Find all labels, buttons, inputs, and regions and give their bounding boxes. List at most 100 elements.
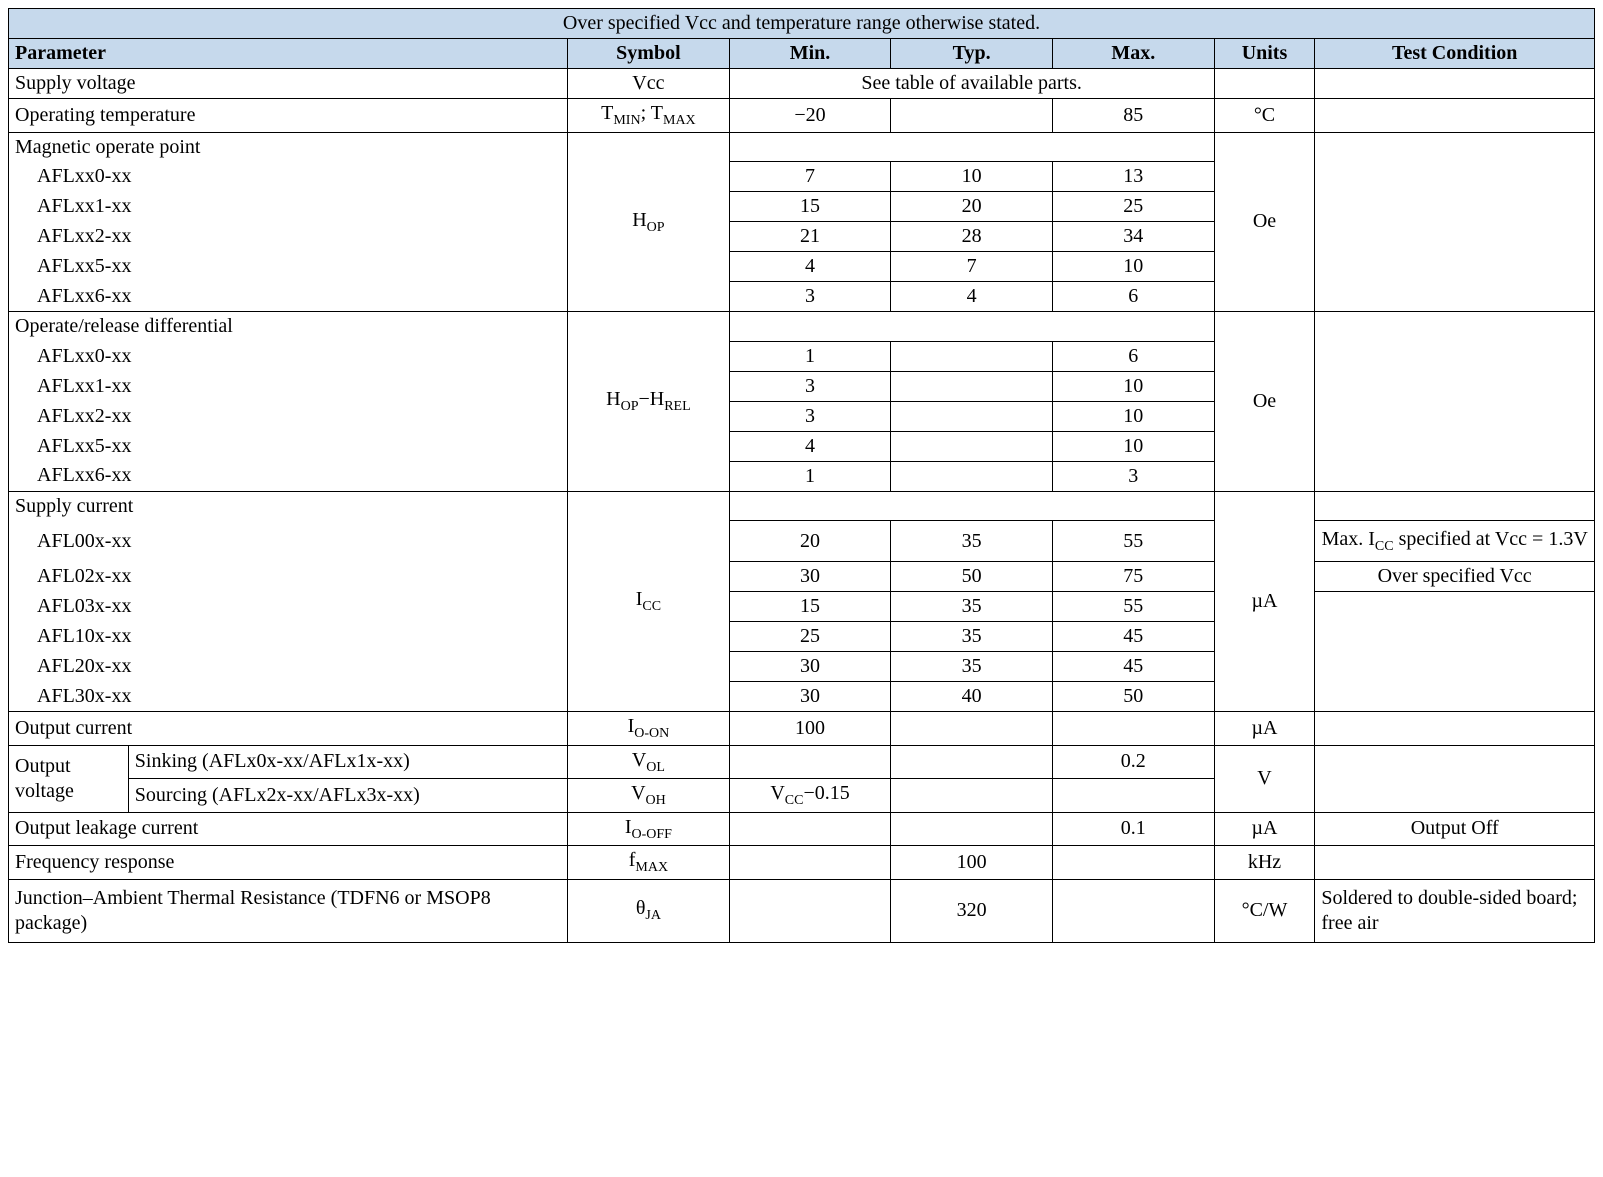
part: AFL10x-xx — [9, 622, 568, 652]
row-supply-cur-2: AFL03x-xx 15 35 55 — [9, 592, 1595, 622]
min: VCC−0.15 — [729, 779, 891, 813]
min: 100 — [729, 712, 891, 746]
row-output-current: Output current IO-ON 100 µA — [9, 712, 1595, 746]
min: −20 — [729, 99, 891, 133]
typ: 35 — [891, 521, 1053, 562]
units: V — [1214, 745, 1315, 812]
typ: 320 — [891, 879, 1053, 942]
typ — [891, 341, 1053, 371]
part: AFL00x-xx — [9, 521, 568, 562]
part: AFLxx6-xx — [9, 461, 568, 491]
min — [729, 812, 891, 846]
col-symbol: Symbol — [568, 39, 730, 69]
test — [1315, 652, 1595, 682]
symbol: TMIN; TMAX — [568, 99, 730, 133]
typ — [891, 99, 1053, 133]
typ — [891, 431, 1053, 461]
max: 0.1 — [1052, 812, 1214, 846]
row-supply-cur-header: Supply current ICC µA — [9, 491, 1595, 521]
test — [1315, 592, 1595, 622]
symbol: ICC — [568, 491, 730, 712]
param-label: Supply current — [9, 491, 568, 521]
test — [1315, 712, 1595, 746]
typ — [891, 461, 1053, 491]
typ — [891, 812, 1053, 846]
min: 25 — [729, 622, 891, 652]
min: 30 — [729, 682, 891, 712]
row-op-rel-header: Operate/release differential HOP−HREL Oe — [9, 312, 1595, 342]
max: 85 — [1052, 99, 1214, 133]
part: AFL30x-xx — [9, 682, 568, 712]
test — [1315, 491, 1595, 521]
typ: 50 — [891, 562, 1053, 592]
param-label: Output voltage — [9, 745, 129, 812]
max: 10 — [1052, 431, 1214, 461]
part: AFLxx0-xx — [9, 162, 568, 192]
typ: 7 — [891, 252, 1053, 282]
typ: 4 — [891, 282, 1053, 312]
part: AFLxx6-xx — [9, 282, 568, 312]
min: 30 — [729, 652, 891, 682]
part: AFL03x-xx — [9, 592, 568, 622]
typ: 35 — [891, 622, 1053, 652]
col-min: Min. — [729, 39, 891, 69]
row-supply-cur-0: AFL00x-xx 20 35 55 Max. ICC specified at… — [9, 521, 1595, 562]
min: 4 — [729, 252, 891, 282]
part: AFL20x-xx — [9, 652, 568, 682]
max: 50 — [1052, 682, 1214, 712]
table-title: Over specified Vcc and temperature range… — [9, 9, 1595, 39]
test: Soldered to double-sided board; free air — [1315, 879, 1595, 942]
min: 7 — [729, 162, 891, 192]
min: 3 — [729, 282, 891, 312]
col-test: Test Condition — [1315, 39, 1595, 69]
max: 10 — [1052, 252, 1214, 282]
param-label: Operating temperature — [9, 99, 568, 133]
test — [1315, 682, 1595, 712]
part: AFL02x-xx — [9, 562, 568, 592]
part: AFLxx5-xx — [9, 431, 568, 461]
min: 21 — [729, 222, 891, 252]
param-label: Output current — [9, 712, 568, 746]
test — [1315, 312, 1595, 492]
typ: 40 — [891, 682, 1053, 712]
min — [729, 879, 891, 942]
value-empty — [729, 132, 1214, 162]
max: 75 — [1052, 562, 1214, 592]
row-output-voltage-sink: Output voltage Sinking (AFLx0x-xx/AFLx1x… — [9, 745, 1595, 779]
symbol: VOH — [568, 779, 730, 813]
min: 20 — [729, 521, 891, 562]
typ — [891, 745, 1053, 779]
col-parameter: Parameter — [9, 39, 568, 69]
max: 25 — [1052, 192, 1214, 222]
typ: 35 — [891, 652, 1053, 682]
symbol: IO-OFF — [568, 812, 730, 846]
row-thermal: Junction–Ambient Thermal Resistance (TDF… — [9, 879, 1595, 942]
symbol: fMAX — [568, 846, 730, 880]
min: 4 — [729, 431, 891, 461]
row-freq: Frequency response fMAX 100 kHz — [9, 846, 1595, 880]
test — [1315, 846, 1595, 880]
value-empty — [729, 312, 1214, 342]
test — [1315, 622, 1595, 652]
symbol: IO-ON — [568, 712, 730, 746]
units: µA — [1214, 712, 1315, 746]
max: 34 — [1052, 222, 1214, 252]
test — [1315, 69, 1595, 99]
max — [1052, 879, 1214, 942]
units: µA — [1214, 491, 1315, 712]
row-op-temp: Operating temperature TMIN; TMAX −20 85 … — [9, 99, 1595, 133]
typ — [891, 371, 1053, 401]
table-header-row: Parameter Symbol Min. Typ. Max. Units Te… — [9, 39, 1595, 69]
max: 10 — [1052, 401, 1214, 431]
part: AFLxx1-xx — [9, 371, 568, 401]
param-label: Magnetic operate point — [9, 132, 568, 162]
units: Oe — [1214, 312, 1315, 492]
test — [1315, 132, 1595, 312]
param-label: Output leakage current — [9, 812, 568, 846]
max: 13 — [1052, 162, 1214, 192]
max: 45 — [1052, 622, 1214, 652]
units: °C/W — [1214, 879, 1315, 942]
min: 15 — [729, 192, 891, 222]
symbol: VOL — [568, 745, 730, 779]
min — [729, 846, 891, 880]
